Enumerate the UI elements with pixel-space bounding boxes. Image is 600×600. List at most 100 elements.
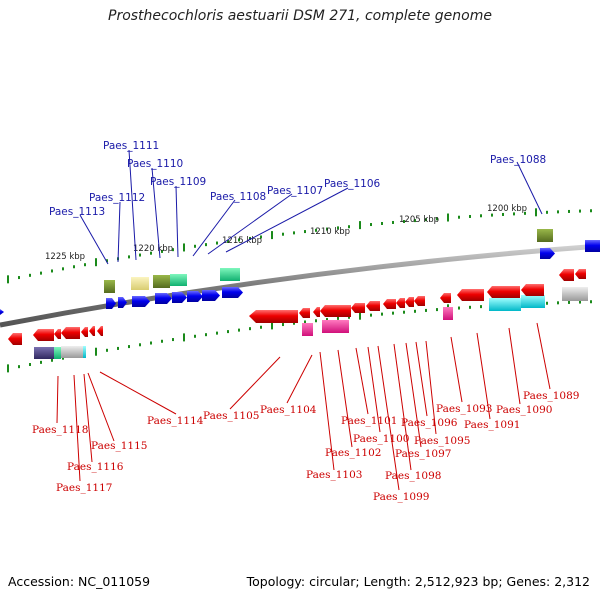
scale-tick-minor <box>348 225 350 229</box>
scale-tick-minor <box>425 308 427 312</box>
gene-label-paes-1100[interactable]: Paes_1100 <box>353 433 409 445</box>
gene-label-paes-1110[interactable]: Paes_1110 <box>127 158 183 170</box>
gene-label-paes-1116[interactable]: Paes_1116 <box>67 461 124 473</box>
gene-arrow-reverse <box>521 284 544 296</box>
gene-label-paes-1089[interactable]: Paes_1089 <box>523 390 579 402</box>
gene-label-paes-1113[interactable]: Paes_1113 <box>49 206 105 218</box>
scale-tick-minor <box>480 305 482 309</box>
scale-tick-minor <box>425 218 427 222</box>
scale-tick-minor <box>205 243 207 247</box>
gene-label-paes-1114[interactable]: Paes_1114 <box>147 415 204 427</box>
gene-block-magenta <box>302 323 313 336</box>
scale-tick-minor <box>403 310 405 314</box>
gene-arrow-forward <box>187 291 203 302</box>
gene-arrow-reverse <box>414 296 425 306</box>
scale-tick-minor <box>260 325 262 329</box>
gene-block-grey <box>562 287 588 301</box>
gene-label-paes-1088[interactable]: Paes_1088 <box>490 154 546 166</box>
gene-label-paes-1108[interactable]: Paes_1108 <box>210 191 266 203</box>
scale-label-1205: 1205 kbp <box>399 215 439 225</box>
scale-tick-minor <box>51 358 53 362</box>
gene-label-paes-1098[interactable]: Paes_1098 <box>385 470 441 482</box>
gene-label-paes-1091[interactable]: Paes_1091 <box>464 419 520 431</box>
gene-block-green <box>54 347 61 359</box>
gene-block-magenta <box>322 320 349 333</box>
gene-block-green <box>170 274 187 286</box>
scale-tick-minor <box>249 327 251 331</box>
gene-label-paes-1090[interactable]: Paes_1090 <box>496 404 552 416</box>
scale-tick-minor <box>161 249 163 253</box>
scale-tick-minor <box>18 276 20 280</box>
scale-tick-minor <box>392 220 394 224</box>
gene-block-grey <box>61 346 83 358</box>
topology-text: Topology: circular; Length: 2,512,923 bp… <box>246 574 590 589</box>
gene-arrow-reverse <box>559 269 574 281</box>
scale-tick-major <box>359 311 361 320</box>
gene-arrow-reverse <box>396 298 405 308</box>
gene-label-paes-1096[interactable]: Paes_1096 <box>401 417 458 429</box>
scale-tick-minor <box>326 227 328 231</box>
gene-label-paes-1117[interactable]: Paes_1117 <box>56 482 112 494</box>
gene-label-paes-1103[interactable]: Paes_1103 <box>306 469 362 481</box>
reverse-strand-genes <box>8 269 588 359</box>
gene-arrow-forward <box>106 298 116 309</box>
scale-tick-minor <box>73 265 75 269</box>
scale-tick-minor <box>128 345 130 349</box>
scale-tick-minor <box>205 333 207 337</box>
gene-arrow-forward <box>222 287 243 298</box>
gene-block-cyan <box>521 295 545 308</box>
gene-arrow-reverse <box>366 301 380 311</box>
gene-arrow-reverse <box>54 329 61 339</box>
scale-label-1220: 1220 kbp <box>133 244 173 254</box>
gene-label-paes-1105[interactable]: Paes_1105 <box>203 410 259 422</box>
scale-tick-major <box>183 333 185 342</box>
scale-tick-minor <box>337 316 339 320</box>
scale-tick-minor <box>337 226 339 230</box>
scale-tick-minor <box>315 228 317 232</box>
gene-label-paes-1102[interactable]: Paes_1102 <box>325 447 381 459</box>
gene-label-paes-1107[interactable]: Paes_1107 <box>267 185 323 197</box>
scale-tick-minor <box>557 210 559 214</box>
scale-tick-major <box>7 364 9 373</box>
scale-tick-major <box>271 321 273 330</box>
scale-tick-minor <box>458 306 460 310</box>
scale-tick-minor <box>194 244 196 248</box>
gene-label-paes-1101[interactable]: Paes_1101 <box>341 415 397 427</box>
scale-tick-major <box>447 213 449 222</box>
scale-tick-major <box>359 221 361 230</box>
gene-label-paes-1109[interactable]: Paes_1109 <box>150 176 206 188</box>
gene-arrow-reverse <box>33 329 54 341</box>
gene-label-paes-1112[interactable]: Paes_1112 <box>89 192 145 204</box>
gene-label-paes-1111[interactable]: Paes_1111 <box>103 140 159 152</box>
scale-tick-minor <box>194 334 196 338</box>
scale-tick-minor <box>106 259 108 263</box>
gene-block-cyan <box>83 346 86 358</box>
gene-arrow-reverse <box>81 327 88 337</box>
gene-block-khaki <box>131 277 149 290</box>
gene-label-paes-1099[interactable]: Paes_1099 <box>373 491 429 503</box>
accession-text: Accession: NC_011059 <box>8 574 151 589</box>
scale-tick-minor <box>249 236 251 240</box>
scale-tick-minor <box>546 301 548 305</box>
scale-tick-minor <box>315 319 317 323</box>
gene-label-paes-1106[interactable]: Paes_1106 <box>324 178 381 190</box>
scale-tick-minor <box>392 311 394 315</box>
scale-tick-minor <box>51 269 53 273</box>
scale-tick-minor <box>568 209 570 213</box>
gene-label-paes-1095[interactable]: Paes_1095 <box>414 435 470 447</box>
scale-ticks-upper <box>7 208 592 284</box>
gene-block-cyan <box>489 298 521 311</box>
gene-arrow-reverse <box>457 289 484 301</box>
scale-tick-minor <box>227 239 229 243</box>
scale-tick-minor <box>502 212 504 216</box>
scale-tick-minor <box>40 360 42 364</box>
scale-tick-minor <box>172 338 174 342</box>
scale-tick-minor <box>370 313 372 317</box>
gene-label-paes-1115[interactable]: Paes_1115 <box>91 440 147 452</box>
gene-label-paes-1093[interactable]: Paes_1093 <box>436 403 492 415</box>
gene-label-paes-1104[interactable]: Paes_1104 <box>260 404 317 416</box>
gene-label-paes-1118[interactable]: Paes_1118 <box>32 424 88 436</box>
scale-tick-minor <box>436 308 438 312</box>
scale-tick-major <box>535 208 537 217</box>
gene-label-paes-1097[interactable]: Paes_1097 <box>395 448 451 460</box>
